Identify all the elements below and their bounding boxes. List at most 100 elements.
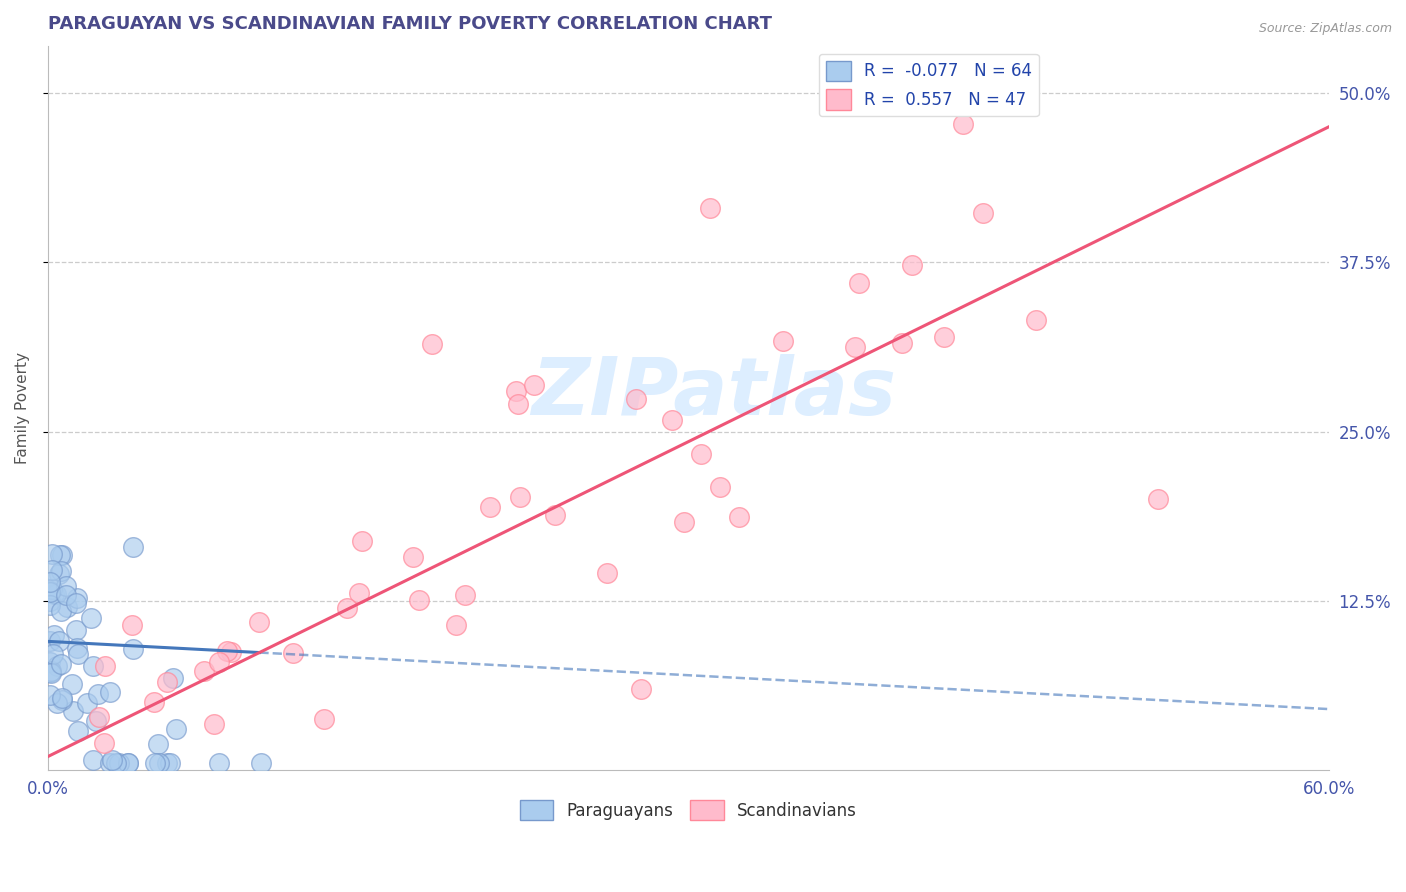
- Point: [661, 412, 683, 426]
- Point: [42, 586, 65, 600]
- Point: [65, 596, 87, 610]
- Point: [1025, 312, 1047, 326]
- Point: [901, 258, 924, 272]
- Point: [108, 756, 131, 771]
- Point: [39, 664, 62, 678]
- Point: [630, 681, 652, 696]
- Point: [219, 645, 242, 659]
- Point: [80, 611, 103, 625]
- Legend: Paraguayans, Scandinavians: Paraguayans, Scandinavians: [513, 793, 863, 827]
- Text: ZIPatlas: ZIPatlas: [531, 354, 897, 433]
- Point: [202, 717, 225, 731]
- Point: [65, 623, 87, 637]
- Point: [934, 330, 956, 344]
- Point: [156, 674, 179, 689]
- Point: [39, 665, 62, 679]
- Point: [51, 548, 73, 562]
- Point: [86, 714, 108, 728]
- Point: [699, 201, 721, 215]
- Point: [39, 575, 62, 590]
- Point: [104, 756, 127, 771]
- Point: [41, 547, 63, 561]
- Point: [844, 340, 866, 354]
- Point: [39, 688, 62, 702]
- Point: [39, 584, 62, 599]
- Point: [446, 618, 468, 632]
- Point: [162, 671, 184, 685]
- Point: [48, 549, 70, 563]
- Point: [62, 704, 84, 718]
- Point: [709, 480, 731, 494]
- Point: [148, 737, 170, 751]
- Point: [352, 534, 374, 549]
- Point: [39, 598, 62, 612]
- Point: [42, 628, 65, 642]
- Point: [420, 336, 443, 351]
- Text: PARAGUAYAN VS SCANDINAVIAN FAMILY POVERTY CORRELATION CHART: PARAGUAYAN VS SCANDINAVIAN FAMILY POVERT…: [48, 15, 772, 33]
- Point: [544, 508, 567, 522]
- Point: [56, 599, 79, 614]
- Point: [509, 491, 531, 505]
- Point: [193, 665, 215, 679]
- Point: [596, 566, 619, 580]
- Point: [972, 206, 994, 220]
- Point: [93, 736, 115, 750]
- Point: [60, 677, 83, 691]
- Point: [247, 615, 270, 630]
- Point: [49, 565, 72, 579]
- Point: [312, 712, 335, 726]
- Point: [66, 723, 89, 738]
- Point: [49, 604, 72, 618]
- Point: [349, 586, 371, 600]
- Point: [51, 657, 73, 671]
- Point: [848, 276, 870, 290]
- Point: [408, 593, 430, 607]
- Point: [41, 563, 63, 577]
- Point: [478, 500, 501, 514]
- Point: [51, 690, 73, 705]
- Point: [41, 647, 63, 661]
- Point: [39, 634, 62, 648]
- Point: [159, 756, 181, 771]
- Point: [117, 756, 139, 771]
- Point: [39, 594, 62, 608]
- Point: [101, 754, 124, 768]
- Point: [890, 336, 912, 351]
- Point: [46, 696, 69, 710]
- Point: [281, 646, 304, 660]
- Point: [1147, 492, 1170, 507]
- Point: [143, 756, 166, 771]
- Point: [48, 567, 70, 582]
- Point: [165, 723, 187, 737]
- Point: [51, 692, 73, 706]
- Point: [336, 600, 359, 615]
- Point: [39, 584, 62, 599]
- Point: [122, 642, 145, 657]
- Point: [55, 579, 77, 593]
- Point: [67, 647, 90, 661]
- Point: [156, 756, 179, 770]
- Point: [148, 756, 170, 771]
- Point: [66, 640, 89, 655]
- Point: [772, 334, 794, 349]
- Point: [523, 377, 546, 392]
- Point: [39, 655, 62, 669]
- Point: [402, 549, 425, 564]
- Point: [45, 586, 67, 600]
- Point: [208, 756, 231, 771]
- Point: [55, 588, 77, 602]
- Point: [506, 397, 529, 411]
- Point: [48, 634, 70, 648]
- Point: [250, 756, 273, 771]
- Point: [121, 617, 143, 632]
- Text: Source: ZipAtlas.com: Source: ZipAtlas.com: [1258, 22, 1392, 36]
- Point: [117, 756, 139, 771]
- Point: [454, 588, 477, 602]
- Point: [41, 582, 63, 596]
- Point: [673, 515, 696, 529]
- Point: [82, 659, 104, 673]
- Point: [690, 447, 713, 461]
- Point: [728, 509, 751, 524]
- Point: [122, 540, 145, 554]
- Y-axis label: Family Poverty: Family Poverty: [15, 351, 30, 464]
